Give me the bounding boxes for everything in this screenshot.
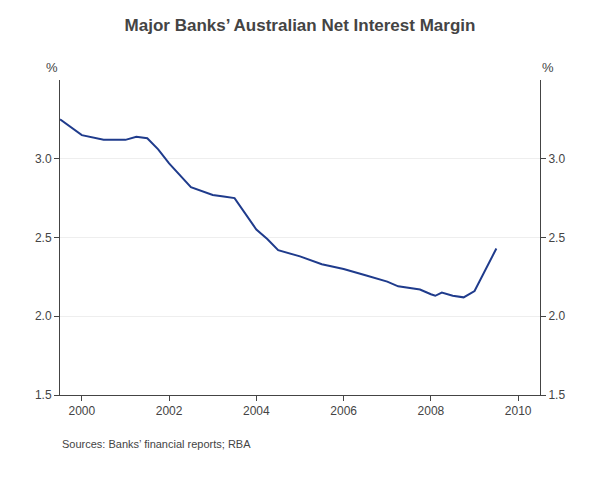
svg-text:1.5: 1.5 — [35, 388, 52, 402]
svg-text:2008: 2008 — [418, 404, 445, 418]
svg-text:Sources: Banks’ financial repo: Sources: Banks’ financial reports; RBA — [62, 438, 251, 450]
svg-text:2004: 2004 — [243, 404, 270, 418]
svg-text:1.5: 1.5 — [548, 388, 565, 402]
svg-text:2000: 2000 — [68, 404, 95, 418]
svg-text:2.5: 2.5 — [35, 231, 52, 245]
svg-text:2.0: 2.0 — [35, 309, 52, 323]
svg-text:3.0: 3.0 — [35, 152, 52, 166]
svg-text:2.0: 2.0 — [548, 309, 565, 323]
svg-text:2.5: 2.5 — [548, 231, 565, 245]
svg-text:3.0: 3.0 — [548, 152, 565, 166]
svg-text:%: % — [46, 60, 58, 75]
svg-text:2010: 2010 — [505, 404, 532, 418]
svg-text:%: % — [542, 60, 554, 75]
svg-text:2006: 2006 — [330, 404, 357, 418]
svg-text:Major Banks’ Australian Net In: Major Banks’ Australian Net Interest Mar… — [125, 16, 476, 35]
svg-text:2002: 2002 — [156, 404, 183, 418]
